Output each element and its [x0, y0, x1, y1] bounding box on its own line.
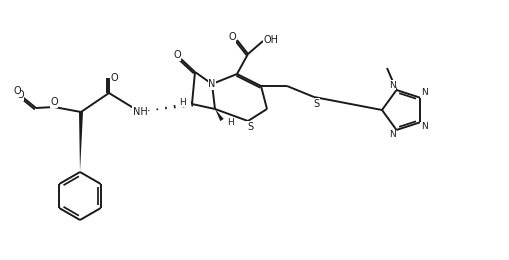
Text: N: N [208, 79, 215, 89]
Text: O: O [13, 86, 21, 96]
Text: S: S [246, 122, 252, 132]
Text: H: H [227, 118, 233, 127]
Text: N: N [388, 81, 395, 89]
Text: O: O [228, 32, 235, 42]
Text: O: O [110, 73, 118, 83]
Text: O: O [16, 90, 24, 100]
Polygon shape [79, 112, 83, 172]
Text: N: N [421, 122, 428, 131]
Text: H: H [179, 98, 186, 107]
Polygon shape [215, 109, 223, 121]
Text: O: O [50, 97, 58, 107]
Text: S: S [313, 99, 319, 109]
Text: N: N [388, 131, 395, 139]
Text: N: N [421, 88, 428, 97]
Text: O: O [173, 50, 181, 60]
Text: OH: OH [263, 35, 278, 45]
Text: NH: NH [132, 107, 147, 117]
